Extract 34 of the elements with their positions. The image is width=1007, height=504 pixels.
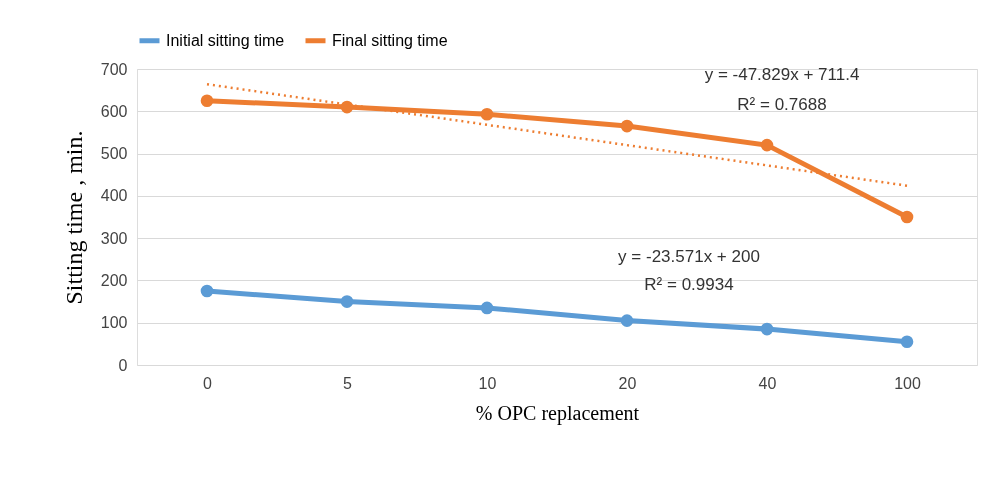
x-tick-label: 10	[478, 374, 497, 392]
x-tick-label: 20	[618, 374, 637, 392]
point	[620, 119, 634, 133]
point	[340, 100, 354, 114]
annotation: y = -47.829x + 711.4	[704, 65, 860, 84]
point	[620, 314, 634, 327]
point	[760, 138, 774, 152]
point	[480, 107, 494, 121]
y-tick-label: 400	[100, 187, 128, 205]
x-axis-title: % OPC replacement	[475, 401, 640, 425]
y-tick-label: 0	[118, 356, 128, 374]
point	[480, 301, 494, 315]
x-tick-label: 40	[758, 374, 777, 392]
point	[900, 335, 914, 349]
annotation: y = -23.571x + 200	[618, 247, 760, 266]
point	[340, 295, 354, 308]
x-tick-label: 0	[203, 374, 213, 392]
y-tick-label: 500	[100, 145, 128, 163]
x-tick-label: 100	[894, 374, 921, 392]
y-tick-label: 600	[100, 102, 128, 120]
annotation: R² = 0.9934	[644, 275, 734, 294]
y-tick-label: 700	[100, 60, 128, 78]
point	[200, 94, 214, 108]
y-axis-title: Sitting time , min.	[60, 130, 87, 305]
legend-label: Final sitting time	[332, 31, 448, 49]
annotation: R² = 0.7688	[737, 95, 827, 114]
y-tick-label: 300	[100, 229, 128, 247]
point	[200, 284, 214, 298]
point	[760, 322, 774, 336]
y-tick-label: 200	[100, 271, 128, 289]
point	[900, 210, 914, 224]
y-tick-label: 100	[100, 314, 128, 332]
legend-label: Initial sitting time	[166, 31, 285, 49]
x-tick-label: 5	[343, 374, 353, 392]
